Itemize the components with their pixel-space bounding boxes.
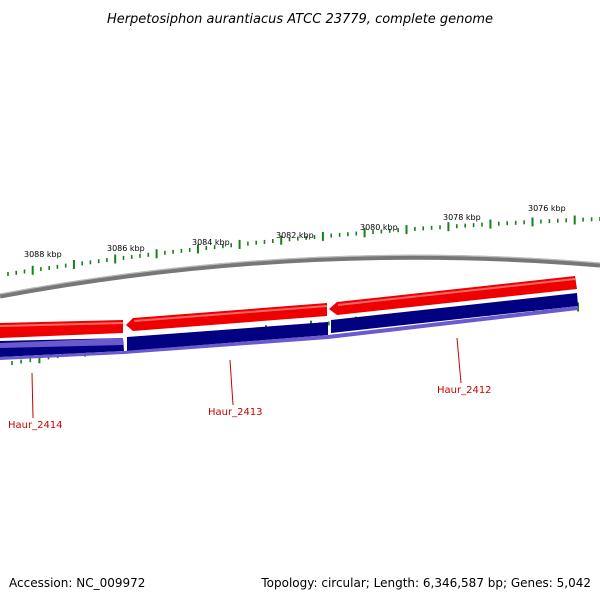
gene-label-haur-2413: Haur_2413 [208, 407, 263, 418]
genome-summary: Topology: circular; Length: 6,346,587 bp… [261, 576, 591, 590]
tick-label: 3082 kbp [276, 231, 314, 240]
map-title: Herpetosiphon aurantiacus ATCC 23779, co… [107, 12, 493, 27]
outer-tick-marks [7, 215, 600, 276]
tick-label: 3086 kbp [107, 244, 145, 253]
tick-label: 3076 kbp [528, 204, 566, 213]
tick-label: 3084 kbp [192, 238, 230, 247]
gene-label-haur-2412: Haur_2412 [437, 385, 492, 396]
gene-label-haur-2414: Haur_2414 [8, 420, 63, 431]
tick-labels: 3088 kbp 3086 kbp 3084 kbp 3082 kbp 3080 kbp… [24, 204, 566, 259]
genome-backbone-highlight [0, 254, 600, 295]
gene-leader-line [229, 359, 234, 406]
tick-label: 3088 kbp [24, 250, 62, 259]
tick-label: 3080 kbp [360, 223, 398, 232]
genome-backbone [0, 254, 600, 299]
accession-label: Accession: NC_009972 [9, 576, 146, 590]
forward-track-sheen [0, 278, 576, 327]
reverse-gene-middle [127, 322, 328, 351]
gene-leader-line [31, 372, 34, 419]
gene-leader-line [456, 337, 462, 384]
tick-label: 3078 kbp [443, 213, 481, 222]
reverse-gene-right [331, 293, 578, 333]
reverse-track-lower-shade [0, 306, 578, 360]
reverse-gene-left-light [0, 338, 123, 348]
